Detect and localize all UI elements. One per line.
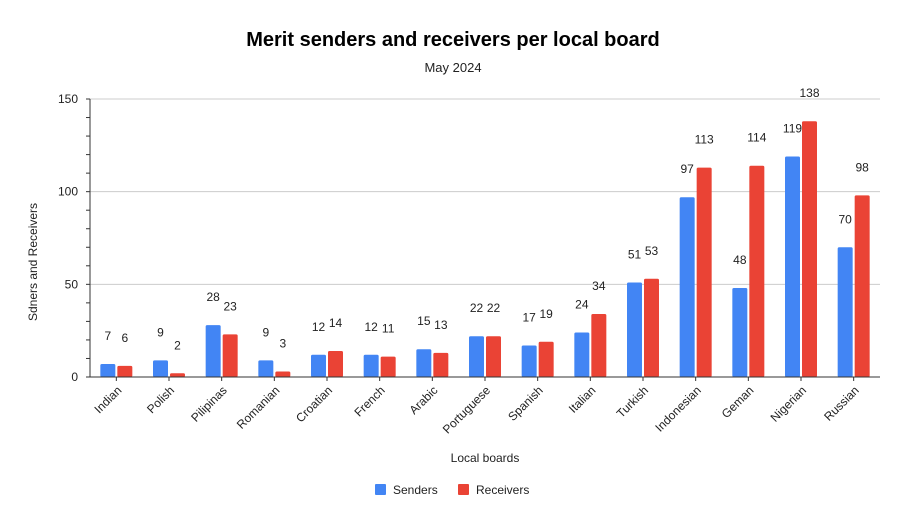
senders-data-label: 22: [470, 301, 484, 315]
senders-data-label: 28: [206, 290, 220, 304]
receivers-data-label: 6: [121, 331, 128, 345]
legend-label-senders: Senders: [393, 483, 438, 497]
x-tick-label: Turkish: [614, 383, 651, 420]
y-tick-label: 50: [65, 277, 79, 291]
y-tick-label: 0: [71, 370, 78, 384]
senders-bar: [153, 360, 168, 377]
senders-data-label: 12: [364, 320, 378, 334]
x-tick-label: Indonesian: [652, 383, 703, 434]
senders-bar: [416, 349, 432, 377]
senders-data-label: 9: [157, 325, 164, 339]
senders-data-label: 17: [522, 310, 536, 324]
receivers-data-label: 114: [747, 131, 766, 145]
legend-label-receivers: Receivers: [476, 483, 529, 497]
receivers-data-label: 22: [487, 301, 501, 315]
receivers-data-label: 2: [174, 338, 181, 352]
senders-bar: [521, 345, 537, 377]
senders-bar: [258, 360, 274, 377]
y-tick-label: 100: [58, 185, 78, 199]
x-axis-ticks: Indian Polish Pilipinas Romanian Croatian Fre…: [91, 377, 862, 437]
senders-bar: [785, 156, 800, 377]
senders-bar: [311, 354, 326, 377]
receivers-bar: [644, 278, 659, 377]
receivers-data-label: 13: [434, 318, 448, 332]
senders-data-label: 9: [262, 325, 269, 339]
senders-bar: [627, 282, 642, 377]
senders-bar: [100, 364, 116, 377]
receivers-bar: [275, 371, 291, 377]
senders-bar: [574, 332, 590, 377]
receivers-bar: [749, 165, 765, 377]
x-tick-label: French: [351, 383, 387, 419]
senders-bar: [469, 336, 484, 377]
y-axis-label: Sdners and Receivers: [26, 203, 40, 321]
receivers-bar: [222, 334, 238, 377]
receivers-data-label: 3: [279, 336, 286, 350]
x-tick-label: Romanian: [234, 383, 283, 432]
senders-bar: [363, 354, 379, 377]
receivers-bar: [802, 121, 817, 378]
receivers-bar: [170, 373, 185, 377]
y-axis-ticks: 0 50 100 150: [58, 92, 90, 384]
senders-bar: [732, 288, 748, 377]
senders-bar: [205, 325, 221, 377]
receivers-data-label: 23: [223, 299, 237, 313]
receivers-bar: [591, 313, 607, 377]
receivers-bar: [433, 352, 449, 377]
x-tick-label: Indian: [91, 383, 124, 416]
receivers-bar: [854, 195, 870, 377]
senders-data-label: 97: [680, 162, 694, 176]
senders-data-label: 12: [312, 320, 326, 334]
receivers-bar: [380, 356, 396, 377]
receivers-data-label: 19: [539, 307, 553, 321]
chart-subtitle: May 2024: [424, 60, 481, 75]
receivers-bar: [328, 351, 343, 377]
senders-data-label: 15: [417, 314, 431, 328]
x-tick-label: Pilipinas: [188, 383, 230, 425]
receivers-bar: [696, 167, 712, 377]
x-tick-label: Portuguese: [440, 383, 494, 437]
receivers-bar: [486, 336, 501, 377]
x-tick-label: Russian: [821, 383, 862, 424]
x-tick-label: Italian: [566, 383, 599, 416]
senders-data-label: 7: [104, 329, 111, 343]
receivers-data-label: 113: [695, 133, 714, 147]
legend: Senders Receivers: [375, 483, 529, 497]
receivers-data-label: 11: [382, 322, 395, 336]
receivers-bar: [538, 341, 554, 377]
receivers-data-label: 138: [799, 86, 819, 100]
x-tick-label: Spanish: [505, 383, 546, 424]
x-tick-label: Polish: [144, 383, 177, 416]
receivers-data-label: 53: [645, 244, 659, 258]
x-tick-label: Nigerian: [768, 383, 810, 425]
senders-bar: [679, 197, 695, 377]
receivers-data-label: 34: [592, 279, 606, 293]
senders-data-label: 24: [575, 298, 589, 312]
senders-data-label: 119: [783, 121, 802, 135]
gridlines: [90, 98, 880, 285]
legend-swatch-receivers: [458, 484, 469, 495]
x-tick-label: Geman: [719, 383, 757, 421]
receivers-bar: [117, 365, 133, 377]
x-tick-label: Arabic: [407, 383, 441, 417]
y-tick-label: 150: [58, 92, 78, 106]
legend-swatch-senders: [375, 484, 386, 495]
receivers-data-label: 98: [855, 160, 869, 174]
senders-bar: [837, 247, 853, 377]
senders-data-label: 48: [733, 253, 747, 267]
senders-data-label: 51: [628, 247, 642, 261]
senders-data-label: 70: [838, 212, 852, 226]
chart-title: Merit senders and receivers per local bo…: [246, 29, 660, 51]
x-axis-label: Local boards: [451, 451, 520, 465]
x-tick-label: Croatian: [293, 383, 335, 425]
receivers-data-label: 14: [329, 316, 343, 330]
